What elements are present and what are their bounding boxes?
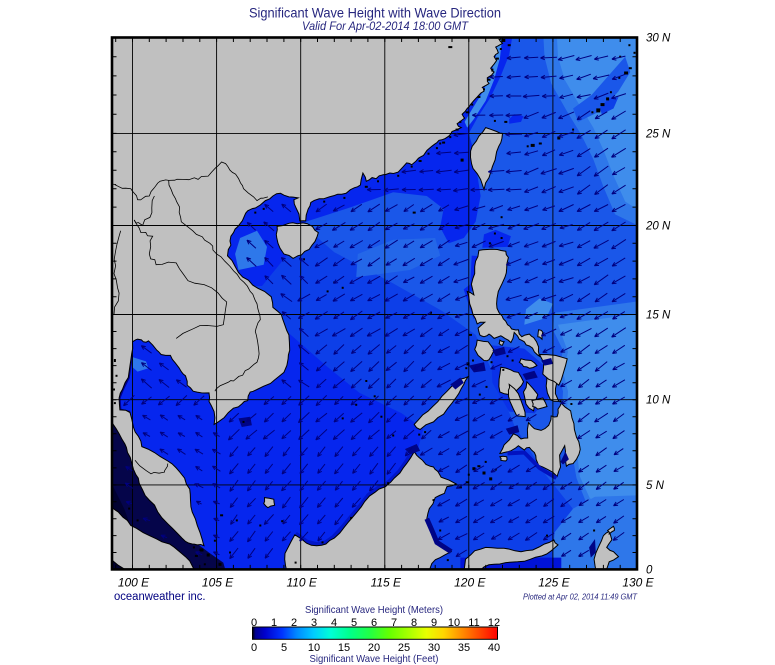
svg-text:100 E: 100 E xyxy=(118,576,150,590)
svg-text:115 E: 115 E xyxy=(371,576,402,590)
svg-text:120 E: 120 E xyxy=(454,576,486,590)
svg-text:Valid For Apr-02-2014 18:00 GM: Valid For Apr-02-2014 18:00 GMT xyxy=(302,19,469,33)
svg-text:12: 12 xyxy=(488,617,500,629)
svg-text:125 E: 125 E xyxy=(538,576,570,590)
svg-text:10: 10 xyxy=(308,642,320,654)
svg-text:6: 6 xyxy=(371,617,377,629)
svg-text:1: 1 xyxy=(271,617,277,629)
svg-text:Significant Wave Height (Meter: Significant Wave Height (Meters) xyxy=(305,604,443,616)
svg-text:30 N: 30 N xyxy=(646,33,671,45)
svg-text:10 N: 10 N xyxy=(646,395,671,407)
svg-text:105 E: 105 E xyxy=(202,576,234,590)
svg-text:25 N: 25 N xyxy=(645,128,671,140)
svg-text:0: 0 xyxy=(251,642,257,654)
svg-text:Plotted at Apr 02, 2014 11:49: Plotted at Apr 02, 2014 11:49 GMT xyxy=(523,592,638,602)
svg-text:9: 9 xyxy=(431,617,437,629)
svg-text:0: 0 xyxy=(646,564,653,576)
svg-text:5 N: 5 N xyxy=(646,480,665,492)
svg-text:oceanweather inc.: oceanweather inc. xyxy=(114,591,206,603)
svg-text:8: 8 xyxy=(411,617,417,629)
svg-text:0: 0 xyxy=(251,617,257,629)
svg-text:35: 35 xyxy=(458,642,470,654)
svg-text:Significant Wave Height (Feet): Significant Wave Height (Feet) xyxy=(310,653,439,665)
svg-text:4: 4 xyxy=(331,617,337,629)
svg-text:5: 5 xyxy=(351,617,357,629)
svg-text:7: 7 xyxy=(391,617,397,629)
svg-text:11: 11 xyxy=(468,617,479,629)
svg-text:25: 25 xyxy=(398,642,410,654)
svg-text:40: 40 xyxy=(488,642,500,654)
svg-text:20: 20 xyxy=(368,642,380,654)
svg-text:15 N: 15 N xyxy=(646,310,671,322)
svg-text:110 E: 110 E xyxy=(286,576,317,590)
svg-text:130 E: 130 E xyxy=(622,576,654,590)
svg-text:Significant Wave Height with W: Significant Wave Height with Wave Direct… xyxy=(249,5,501,21)
svg-text:30: 30 xyxy=(428,642,440,654)
svg-text:15: 15 xyxy=(338,642,350,654)
svg-text:20 N: 20 N xyxy=(645,221,671,233)
svg-text:10: 10 xyxy=(448,617,460,629)
svg-text:2: 2 xyxy=(291,617,297,629)
svg-text:5: 5 xyxy=(281,642,287,654)
svg-text:3: 3 xyxy=(311,617,317,629)
